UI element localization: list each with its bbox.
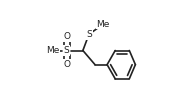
Text: S: S xyxy=(86,30,92,39)
Text: O: O xyxy=(63,60,70,69)
Text: O: O xyxy=(63,32,70,41)
Text: S: S xyxy=(64,46,70,55)
Text: Me: Me xyxy=(46,46,59,55)
Text: Me: Me xyxy=(96,20,110,29)
